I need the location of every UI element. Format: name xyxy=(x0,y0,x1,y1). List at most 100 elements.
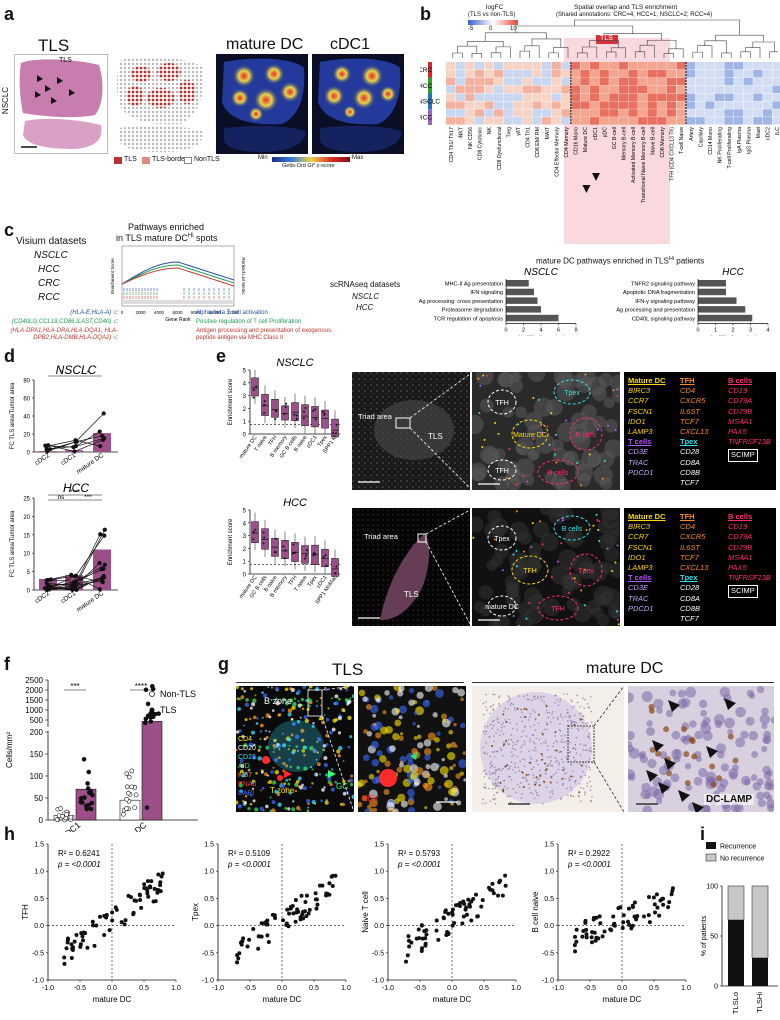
dendrogram-branch xyxy=(457,45,478,54)
gene-name: CCR7 xyxy=(628,396,649,406)
if-signal xyxy=(259,806,264,811)
nucleus xyxy=(482,746,485,749)
heat-cell xyxy=(666,85,676,94)
nucleus xyxy=(514,762,516,765)
box-point xyxy=(262,531,265,534)
nucleus xyxy=(571,770,574,773)
gene-legend-header: Tpex xyxy=(680,437,698,447)
if-signal xyxy=(358,779,365,787)
box-point xyxy=(263,411,266,414)
gsea-x-tick: 12000 xyxy=(227,310,240,315)
x-tick-label: 3 xyxy=(749,328,752,334)
nucleus xyxy=(545,741,547,744)
nucleus xyxy=(665,709,673,718)
nucleus xyxy=(604,546,620,562)
heat-cell xyxy=(570,69,580,78)
sample-point xyxy=(306,911,311,916)
gene-legend-column: B cells CD19 CD79A CD79B MS4A1 PAX5 TNFRSF13B S… xyxy=(728,512,771,598)
nucleus xyxy=(567,715,570,717)
if-signal xyxy=(251,755,257,760)
x-axis-label: mature DC xyxy=(93,995,132,1004)
nucleus xyxy=(498,768,501,771)
transcript-dot xyxy=(512,553,515,556)
if-signal xyxy=(366,731,373,737)
heat-cell xyxy=(590,85,600,94)
heat-cell xyxy=(580,62,590,70)
if-signal xyxy=(325,773,329,777)
column-label: CD8 Memory xyxy=(660,127,666,158)
nucleus xyxy=(502,710,505,713)
sample-point xyxy=(473,892,478,897)
if-signal xyxy=(436,747,440,752)
nucleus xyxy=(533,724,536,726)
nucleus xyxy=(700,709,708,717)
nucleus xyxy=(535,750,537,752)
sample-point xyxy=(69,942,74,947)
cell-region-outline xyxy=(487,459,517,481)
nucleus xyxy=(555,771,558,774)
nucleus xyxy=(507,768,509,771)
if-signal xyxy=(288,778,291,781)
if-signal xyxy=(412,721,416,726)
if-signal xyxy=(288,758,291,761)
nucleus xyxy=(508,698,511,701)
tls-legend-swatch xyxy=(114,157,122,164)
transcript-dot xyxy=(614,428,617,431)
patient-point xyxy=(72,449,77,454)
nucleus xyxy=(488,777,490,779)
heat-cell xyxy=(522,77,532,86)
if-signal xyxy=(268,715,272,719)
nucleus xyxy=(671,748,683,760)
if-signal xyxy=(315,704,319,708)
transcript-dot xyxy=(560,542,563,545)
sample-point xyxy=(404,959,409,964)
y-axis-label: Cells/mm² xyxy=(5,732,14,768)
heat-cell xyxy=(724,85,734,94)
sc-title: scRNAseq datasets xyxy=(330,280,401,289)
nucleus xyxy=(582,749,584,751)
nucleus xyxy=(492,703,495,706)
x-tick-label: -1.0 xyxy=(42,985,54,992)
p-value-label: p = <0.0001 xyxy=(567,860,611,869)
nucleus xyxy=(589,747,592,749)
dclamp-positive-cell xyxy=(540,752,543,755)
heat-cell xyxy=(609,77,619,86)
heat-cell xyxy=(599,93,609,101)
transcript-dot xyxy=(553,448,556,451)
if-signal xyxy=(317,737,322,742)
y-axis-label: TFH xyxy=(21,904,30,920)
gene-legend-column: TFH CD4 CXCR5 IL6ST TCF7 CXCL13 Tpex CD28 CD8A CD… xyxy=(680,376,708,488)
y-tick-label: 2500 xyxy=(25,676,43,685)
nucleus xyxy=(603,397,615,409)
if-signal xyxy=(307,802,310,806)
if-signal xyxy=(267,774,270,777)
y-axis-label: Enrichment score xyxy=(228,378,234,425)
if-signal xyxy=(287,712,292,717)
nucleus xyxy=(558,763,560,766)
if-signal xyxy=(334,694,339,699)
patient-point xyxy=(102,527,107,532)
if-signal xyxy=(399,705,407,714)
sample-point xyxy=(156,872,161,877)
nucleus xyxy=(511,755,513,758)
density-point xyxy=(125,790,131,796)
y-axis-label: Naive T cell xyxy=(361,891,370,933)
nucleus xyxy=(582,697,584,700)
heat-cell xyxy=(657,109,667,117)
nucleus xyxy=(567,794,569,796)
nucleus xyxy=(472,415,484,435)
sample-point xyxy=(651,895,656,900)
density-point xyxy=(124,796,129,802)
if-signal xyxy=(427,777,435,785)
cell-region-outline xyxy=(511,419,549,449)
panel-b-title-1: Spatial overlap and TLS enrichment xyxy=(574,4,678,11)
nucleus xyxy=(729,771,738,780)
nucleus xyxy=(485,773,488,776)
sample-point xyxy=(78,942,83,947)
transcript-dot xyxy=(528,601,531,604)
nucleus xyxy=(571,720,573,723)
nucleus xyxy=(588,766,591,768)
nucleus xyxy=(492,772,495,775)
transcript-dot xyxy=(554,453,557,456)
gene-name: PDCD1 xyxy=(628,467,654,477)
